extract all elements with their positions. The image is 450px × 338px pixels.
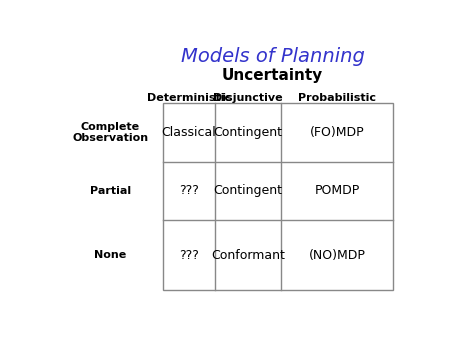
Text: Complete
Observation: Complete Observation [72,121,148,143]
Text: (FO)MDP: (FO)MDP [310,126,364,139]
Text: ???: ??? [179,184,199,197]
Text: Classical: Classical [162,126,216,139]
Text: None: None [94,250,126,260]
Text: Models of Planning: Models of Planning [180,47,364,66]
Text: ???: ??? [179,249,199,262]
Text: Partial: Partial [90,186,131,196]
Text: Probabilistic: Probabilistic [298,93,376,103]
Text: Contingent: Contingent [214,184,283,197]
Text: Contingent: Contingent [214,126,283,139]
Text: POMDP: POMDP [315,184,360,197]
Bar [162,103,393,290]
Text: Conformant: Conformant [211,249,285,262]
Text: Disjunctive: Disjunctive [213,93,283,103]
Text: (NO)MDP: (NO)MDP [309,249,365,262]
Text: Uncertainty: Uncertainty [222,68,323,83]
Text: Deterministic: Deterministic [147,93,231,103]
